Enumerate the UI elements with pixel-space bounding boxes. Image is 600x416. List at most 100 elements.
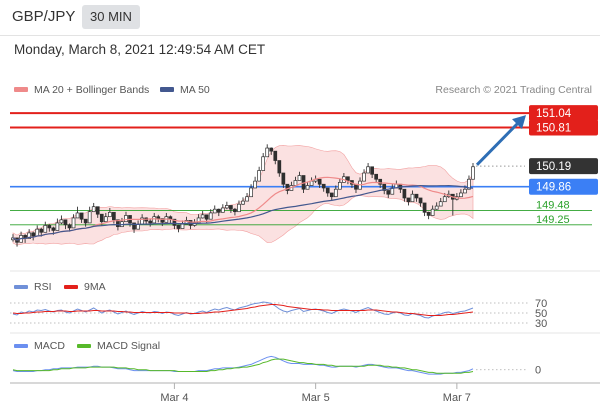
candle-body (176, 225, 181, 229)
legend-label-signal: MACD Signal (97, 340, 160, 352)
candle-body (285, 183, 290, 191)
candle-body (422, 202, 427, 213)
candle-body (406, 197, 411, 203)
candle-body (329, 192, 334, 198)
candle-body (305, 185, 310, 190)
candle-body (216, 208, 221, 213)
candle-body (103, 216, 108, 223)
candle-body (200, 214, 205, 219)
legend-label-ma50: MA 50 (180, 84, 210, 96)
price-levels (10, 112, 592, 226)
legend-label-9ma: 9MA (84, 281, 106, 293)
moving-averages (12, 176, 474, 241)
candle-body (47, 225, 52, 229)
credit-text: Research © 2021 Trading Central (435, 84, 592, 96)
candle-body (463, 188, 467, 194)
candle-body (55, 222, 60, 231)
candle-body (378, 178, 383, 185)
candle-body (91, 206, 96, 213)
candle-body (148, 220, 153, 224)
candle-body (386, 190, 391, 195)
candle-body (233, 208, 237, 213)
candle-body (471, 166, 475, 180)
pivot-level-badge (529, 178, 598, 195)
macd-panel: 0 (12, 355, 541, 377)
candle-body (225, 205, 229, 209)
chart-date: Monday, March 8, 2021 12:49:54 AM CET (14, 42, 266, 57)
candle-body (309, 180, 314, 186)
candle-body (382, 183, 387, 191)
candle-body (212, 208, 217, 214)
candle-body (112, 211, 116, 221)
main-legend: MA 20 + Bollinger Bands MA 50 (14, 84, 210, 96)
candle-body (293, 180, 298, 186)
resistance-level-badge (529, 105, 598, 122)
legend-swatch-ma20 (14, 87, 28, 92)
x-tick-label: Mar 4 (160, 392, 188, 404)
x-tick-label: Mar 7 (443, 392, 471, 404)
candle-body (430, 208, 435, 216)
candle-body (87, 211, 92, 224)
candle-body (467, 178, 471, 190)
candle-body (237, 203, 241, 213)
rsi-tick-label: 50 (535, 308, 547, 320)
candle-body (208, 212, 213, 220)
resistance-level-badge (529, 119, 598, 136)
candle-body (370, 166, 374, 175)
candle-body (277, 160, 282, 174)
forecast-arrow-shaft (475, 122, 520, 166)
candle-body (83, 218, 88, 224)
candle-body (337, 182, 342, 190)
candle-body (265, 147, 270, 158)
resistance-level-label: 151.04 (536, 108, 572, 120)
candle-body (253, 180, 257, 189)
candle-body (67, 224, 72, 229)
macd-legend: MACD MACD Signal (14, 340, 160, 352)
legend-label-ma20: MA 20 + Bollinger Bands (34, 84, 149, 96)
candlesticks (11, 144, 475, 247)
candle-body (297, 175, 302, 181)
candle-body (442, 196, 447, 203)
legend-swatch-rsi (14, 285, 28, 289)
bollinger-bands (12, 145, 474, 246)
candle-body (333, 188, 338, 198)
candle-body (35, 228, 40, 237)
candle-body (180, 223, 185, 229)
candle-body (124, 215, 128, 223)
candle-body (321, 183, 326, 189)
candle-body (317, 178, 322, 185)
candle-body (31, 232, 36, 237)
x-axis: Mar 4 Mar 5 Mar 7 (160, 383, 471, 404)
x-tick-label: Mar 5 (302, 392, 330, 404)
candle-body (426, 211, 431, 216)
bollinger-band-area (12, 145, 474, 246)
candle-body (79, 212, 84, 220)
pivot-level-label: 149.86 (536, 182, 571, 194)
legend-swatch-macd (14, 344, 28, 348)
timeframe-button[interactable]: 30 MIN (82, 5, 140, 29)
candle-body (220, 207, 225, 213)
candle-body (418, 197, 423, 204)
candle-body (410, 193, 415, 203)
candle-body (346, 176, 350, 181)
currency-pair: GBP/JPY (12, 8, 76, 25)
candle-body (116, 219, 120, 228)
candle-body (99, 213, 104, 223)
rsi-line (12, 301, 474, 319)
chart-header: GBP/JPY 30 MIN (0, 0, 600, 38)
rsi-9ma-line (12, 304, 474, 316)
legend-label-rsi: RSI (34, 281, 52, 293)
candle-body (459, 192, 463, 198)
candle-body (172, 218, 177, 226)
rsi-tick-label: 30 (535, 318, 547, 330)
legend-swatch-ma50 (160, 87, 174, 92)
candle-body (269, 147, 274, 152)
candle-body (414, 193, 419, 199)
header-divider (0, 35, 600, 36)
candle-body (75, 212, 80, 219)
candle-body (59, 219, 64, 224)
candle-body (241, 200, 245, 205)
candle-body (95, 206, 100, 215)
candle-body (438, 201, 443, 207)
